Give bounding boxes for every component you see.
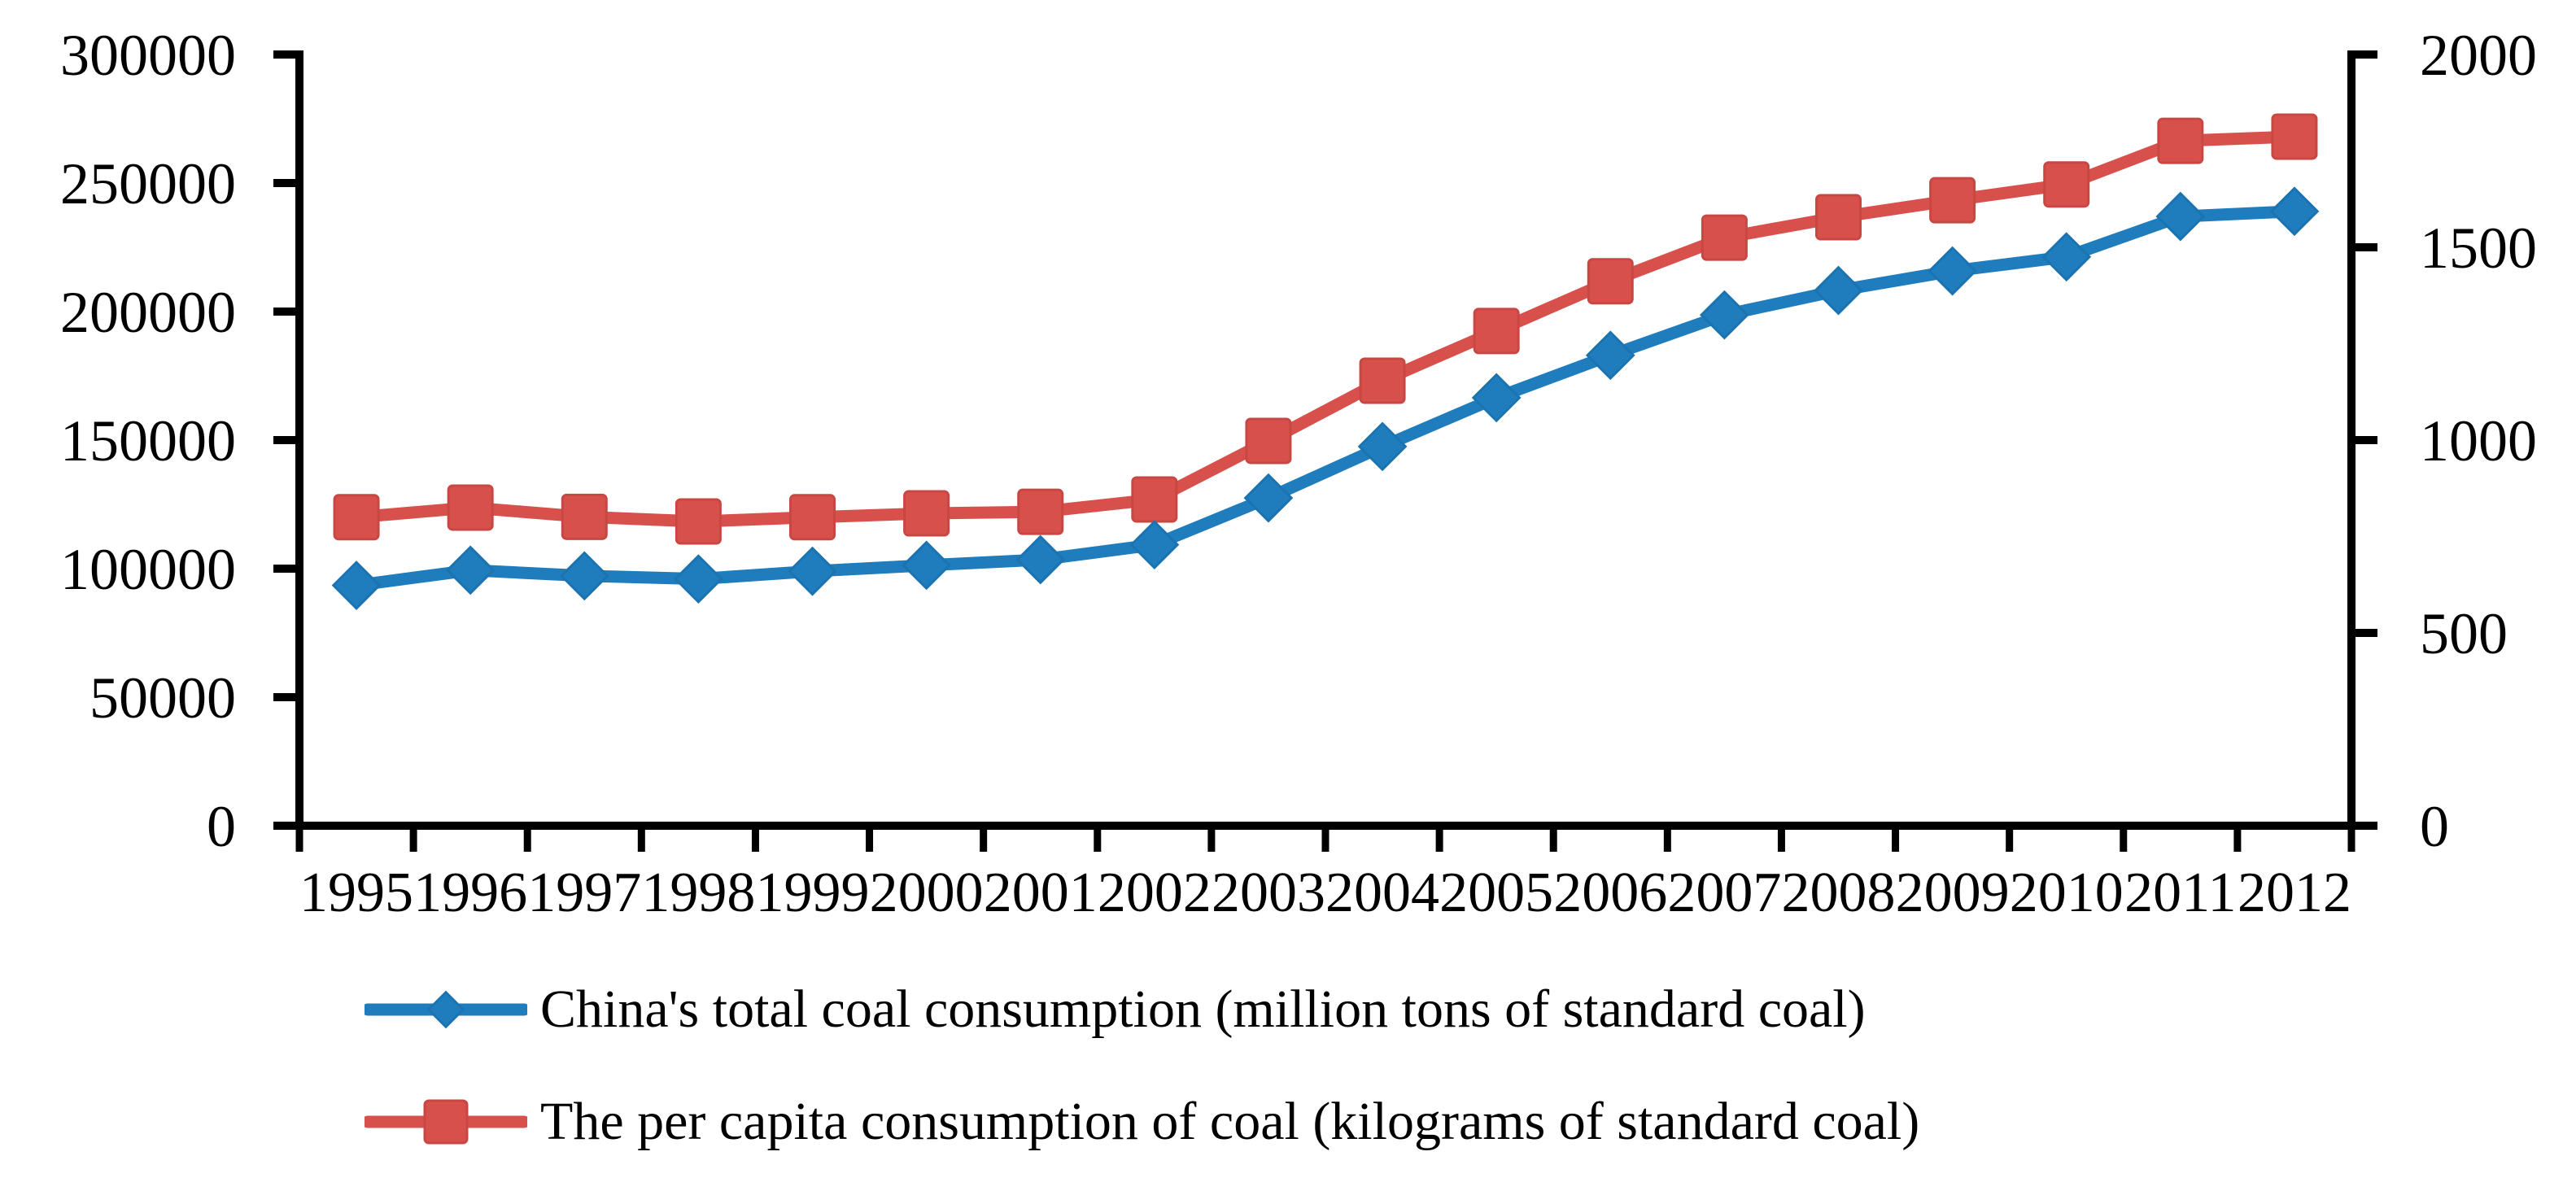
y-axis-right-tick-label: 1000	[2420, 408, 2537, 473]
series-total-coal-marker-2001	[1015, 534, 1066, 585]
x-axis-year-label: 1999	[756, 862, 870, 924]
y-axis-left-tick-label: 300000	[60, 23, 236, 88]
series-total-coal-marker-2003	[1243, 473, 1294, 523]
y-axis-right-tick-label: 1500	[2420, 216, 2537, 281]
series-per-capita-marker-1999	[789, 494, 836, 541]
series-total-coal-marker-2010	[2041, 232, 2092, 282]
series-per-capita-marker-1996	[447, 484, 494, 531]
x-axis-year-label: 2002	[1098, 862, 1212, 924]
series-per-capita-marker-2006	[1587, 258, 1634, 305]
x-axis-year-label: 1998	[641, 862, 755, 924]
x-axis-year-label: 1997	[527, 862, 641, 924]
y-axis-left-tick-label: 50000	[90, 665, 236, 731]
y-axis-left-tick-label: 200000	[60, 280, 236, 345]
series-total-coal-marker-2008	[1814, 265, 1863, 316]
x-axis-year-label: 1995	[299, 862, 413, 924]
y-axis-left-tick-label: 0	[207, 794, 236, 859]
series-total-coal-marker-2002	[1129, 520, 1180, 570]
x-axis-year-label: 2011	[2124, 862, 2236, 924]
legend-label-per-capita: The per capita consumption of coal (kilo…	[540, 1092, 1920, 1151]
y-axis-left: 0 50000 100000 150000 200000 250000 300000	[60, 23, 303, 859]
x-axis-year-label: 2006	[1553, 862, 1667, 924]
series-per-capita-marker-2002	[1131, 476, 1178, 523]
y-axis-right-tick-label: 0	[2420, 794, 2449, 859]
series-total-coal-marker-1995	[331, 561, 382, 610]
legend-item-total-coal: China's total coal consumption (million …	[365, 979, 2480, 1040]
series-per-capita-marker-2004	[1359, 357, 1406, 404]
series-total-coal-marker-2009	[1928, 246, 1978, 296]
coal-consumption-chart: 0 50000 100000 150000 200000 250000 300000 0 500…	[60, 23, 2537, 924]
legend: China's total coal consumption (million …	[365, 979, 2480, 1204]
legend-item-per-capita: The per capita consumption of coal (kilo…	[365, 1092, 2480, 1152]
series-per-capita-line	[350, 130, 2301, 528]
x-axis-year-label: 2009	[1896, 862, 2010, 924]
y-axis-left-tick-label: 150000	[60, 408, 236, 473]
x-axis-year-label: 1996	[413, 862, 527, 924]
series-per-capita-marker-1995	[333, 494, 380, 541]
series-per-capita-marker-2008	[1815, 194, 1862, 241]
series-per-capita-marker-2007	[1701, 214, 1748, 261]
legend-marker-per-capita-icon	[365, 1099, 527, 1145]
series-total-coal-marker-2000	[902, 540, 952, 591]
x-axis-year-label: 2012	[2238, 862, 2351, 924]
x-axis-year-label: 2003	[1212, 862, 1325, 924]
series-total-coal-marker-1998	[673, 554, 723, 604]
series-per-capita-marker-2009	[1929, 177, 1976, 224]
series-per-capita-marker-2003	[1245, 417, 1292, 465]
x-axis-year-label: 2007	[1667, 862, 1781, 924]
series-per-capita	[333, 113, 2318, 545]
y-axis-left-tick-label: 100000	[60, 537, 236, 602]
x-axis-year-label: 2005	[1439, 862, 1553, 924]
series-per-capita-marker-2005	[1473, 308, 1520, 355]
series-total-coal-marker-2007	[1699, 290, 1749, 340]
series-total-coal-marker-2004	[1357, 421, 1408, 472]
x-axis-year-label: 2004	[1325, 862, 1439, 924]
series-total-coal-line	[350, 205, 2301, 592]
series-per-capita-marker-2012	[2271, 113, 2318, 160]
x-axis-year-label: 2000	[870, 862, 984, 924]
series-per-capita-marker-1998	[675, 498, 722, 545]
series-total-coal-marker-1996	[445, 545, 496, 595]
series-total-coal-marker-2012	[2269, 186, 2320, 237]
x-axis-year-label: 2001	[984, 862, 1098, 924]
series-per-capita-marker-2011	[2157, 117, 2204, 164]
coal-chart-page: 0 50000 100000 150000 200000 250000 300000 0 500…	[60, 23, 2537, 1151]
series-total-coal-marker-2011	[2155, 191, 2206, 242]
series-per-capita-marker-2000	[903, 490, 950, 537]
x-axis-year-label: 2008	[1782, 862, 1896, 924]
legend-label-total-coal: China's total coal consumption (million …	[540, 979, 1866, 1039]
series-per-capita-marker-2001	[1017, 488, 1064, 535]
series-per-capita-marker-2010	[2043, 161, 2090, 208]
series-total-coal	[331, 186, 2320, 610]
series-total-coal-marker-2005	[1471, 373, 1522, 423]
legend-marker-total-coal-icon	[365, 990, 527, 1029]
x-axis: 1995 1996 1997 1998 1999 2000 2001 2002 2003 2004…	[295, 822, 2356, 924]
series-total-coal-marker-2006	[1585, 330, 1635, 381]
y-axis-right: 0 500 1000 1500 2000	[2347, 23, 2537, 859]
series-per-capita-marker-1997	[561, 493, 608, 540]
x-axis-year-label: 2010	[2010, 862, 2124, 924]
y-axis-right-tick-label: 500	[2420, 601, 2508, 666]
series-total-coal-marker-1999	[788, 546, 837, 596]
y-axis-right-tick-label: 2000	[2420, 23, 2537, 88]
y-axis-left-tick-label: 250000	[60, 151, 236, 216]
series-total-coal-marker-1997	[559, 551, 609, 601]
